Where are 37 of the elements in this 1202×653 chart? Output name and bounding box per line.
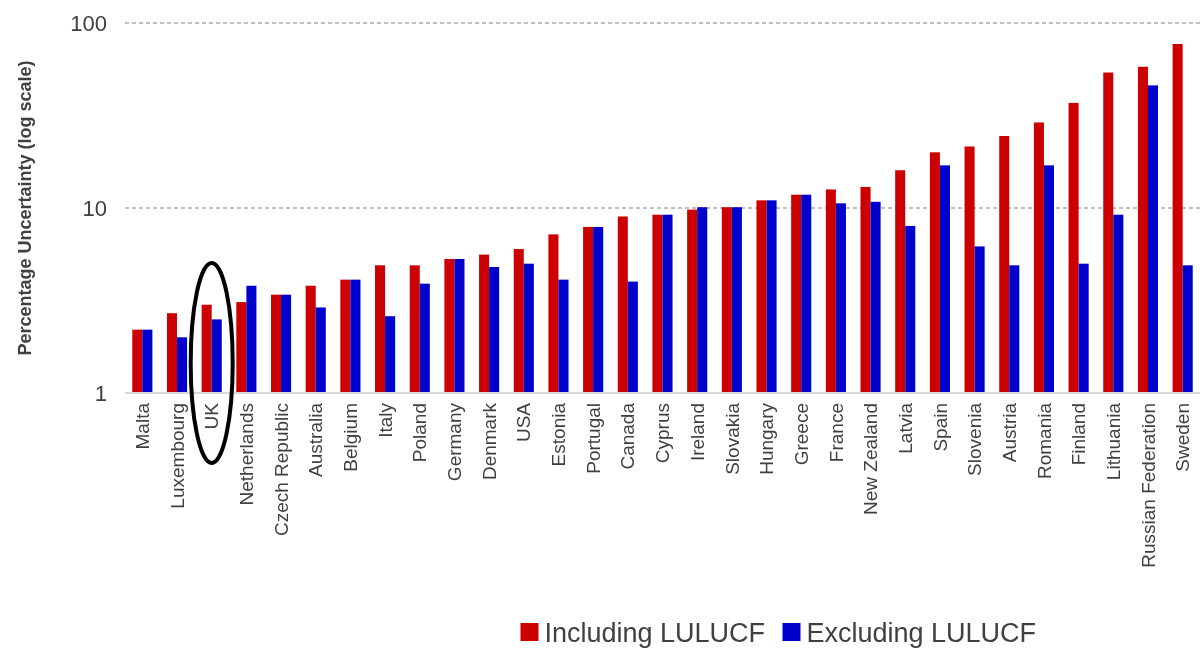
x-tick-label: Italy bbox=[374, 402, 396, 438]
x-tick-label: Russian Federation bbox=[1137, 403, 1159, 568]
x-tick-label: Malta bbox=[131, 402, 153, 450]
x-tick-label: Slovakia bbox=[721, 402, 743, 475]
x-tick-label: New Zealand bbox=[860, 403, 882, 515]
x-tick-label: Finland bbox=[1068, 403, 1090, 466]
x-tick-label: Netherlands bbox=[236, 403, 258, 506]
x-tick-label: Sweden bbox=[1172, 403, 1194, 472]
x-tick-label: USA bbox=[513, 402, 535, 443]
x-tick-label: Slovenia bbox=[964, 402, 986, 476]
x-tick-label: Luxembourg bbox=[166, 403, 188, 509]
y-tick-label: 10 bbox=[82, 195, 107, 221]
x-tick-label: Germany bbox=[444, 402, 466, 482]
x-tick-label: Greece bbox=[790, 403, 812, 466]
x-tick-label: Portugal bbox=[582, 403, 604, 474]
x-tick-label: UK bbox=[201, 402, 223, 430]
x-tick-label: France bbox=[825, 403, 847, 463]
x-tick-label: Belgium bbox=[340, 403, 362, 472]
x-tick-label: Spain bbox=[929, 403, 951, 452]
x-tick-label: Poland bbox=[409, 403, 431, 463]
y-tick-label: 100 bbox=[70, 10, 107, 36]
x-tick-label: Hungary bbox=[756, 402, 778, 475]
legend-label: Including LULUCF bbox=[544, 618, 766, 649]
x-tick-label: Denmark bbox=[478, 402, 500, 481]
x-tick-label: Australia bbox=[305, 402, 327, 477]
x-tick-label: Canada bbox=[617, 402, 639, 470]
x-tick-label: Czech Republic bbox=[270, 403, 292, 537]
x-tick-label: Estonia bbox=[548, 402, 570, 467]
y-axis-title: Percentage Uncertainty (log scale) bbox=[15, 60, 36, 356]
x-tick-label: Romania bbox=[1033, 402, 1055, 480]
y-tick-label: 1 bbox=[94, 380, 107, 406]
x-tick-label: Ireland bbox=[686, 403, 708, 462]
x-tick-label: Latvia bbox=[894, 402, 916, 454]
x-tick-label: Cyprus bbox=[652, 403, 674, 464]
legend-label: Excluding LULUCF bbox=[806, 618, 1037, 649]
x-tick-label: Lithuania bbox=[1102, 402, 1124, 481]
x-tick-label: Austria bbox=[998, 402, 1020, 463]
